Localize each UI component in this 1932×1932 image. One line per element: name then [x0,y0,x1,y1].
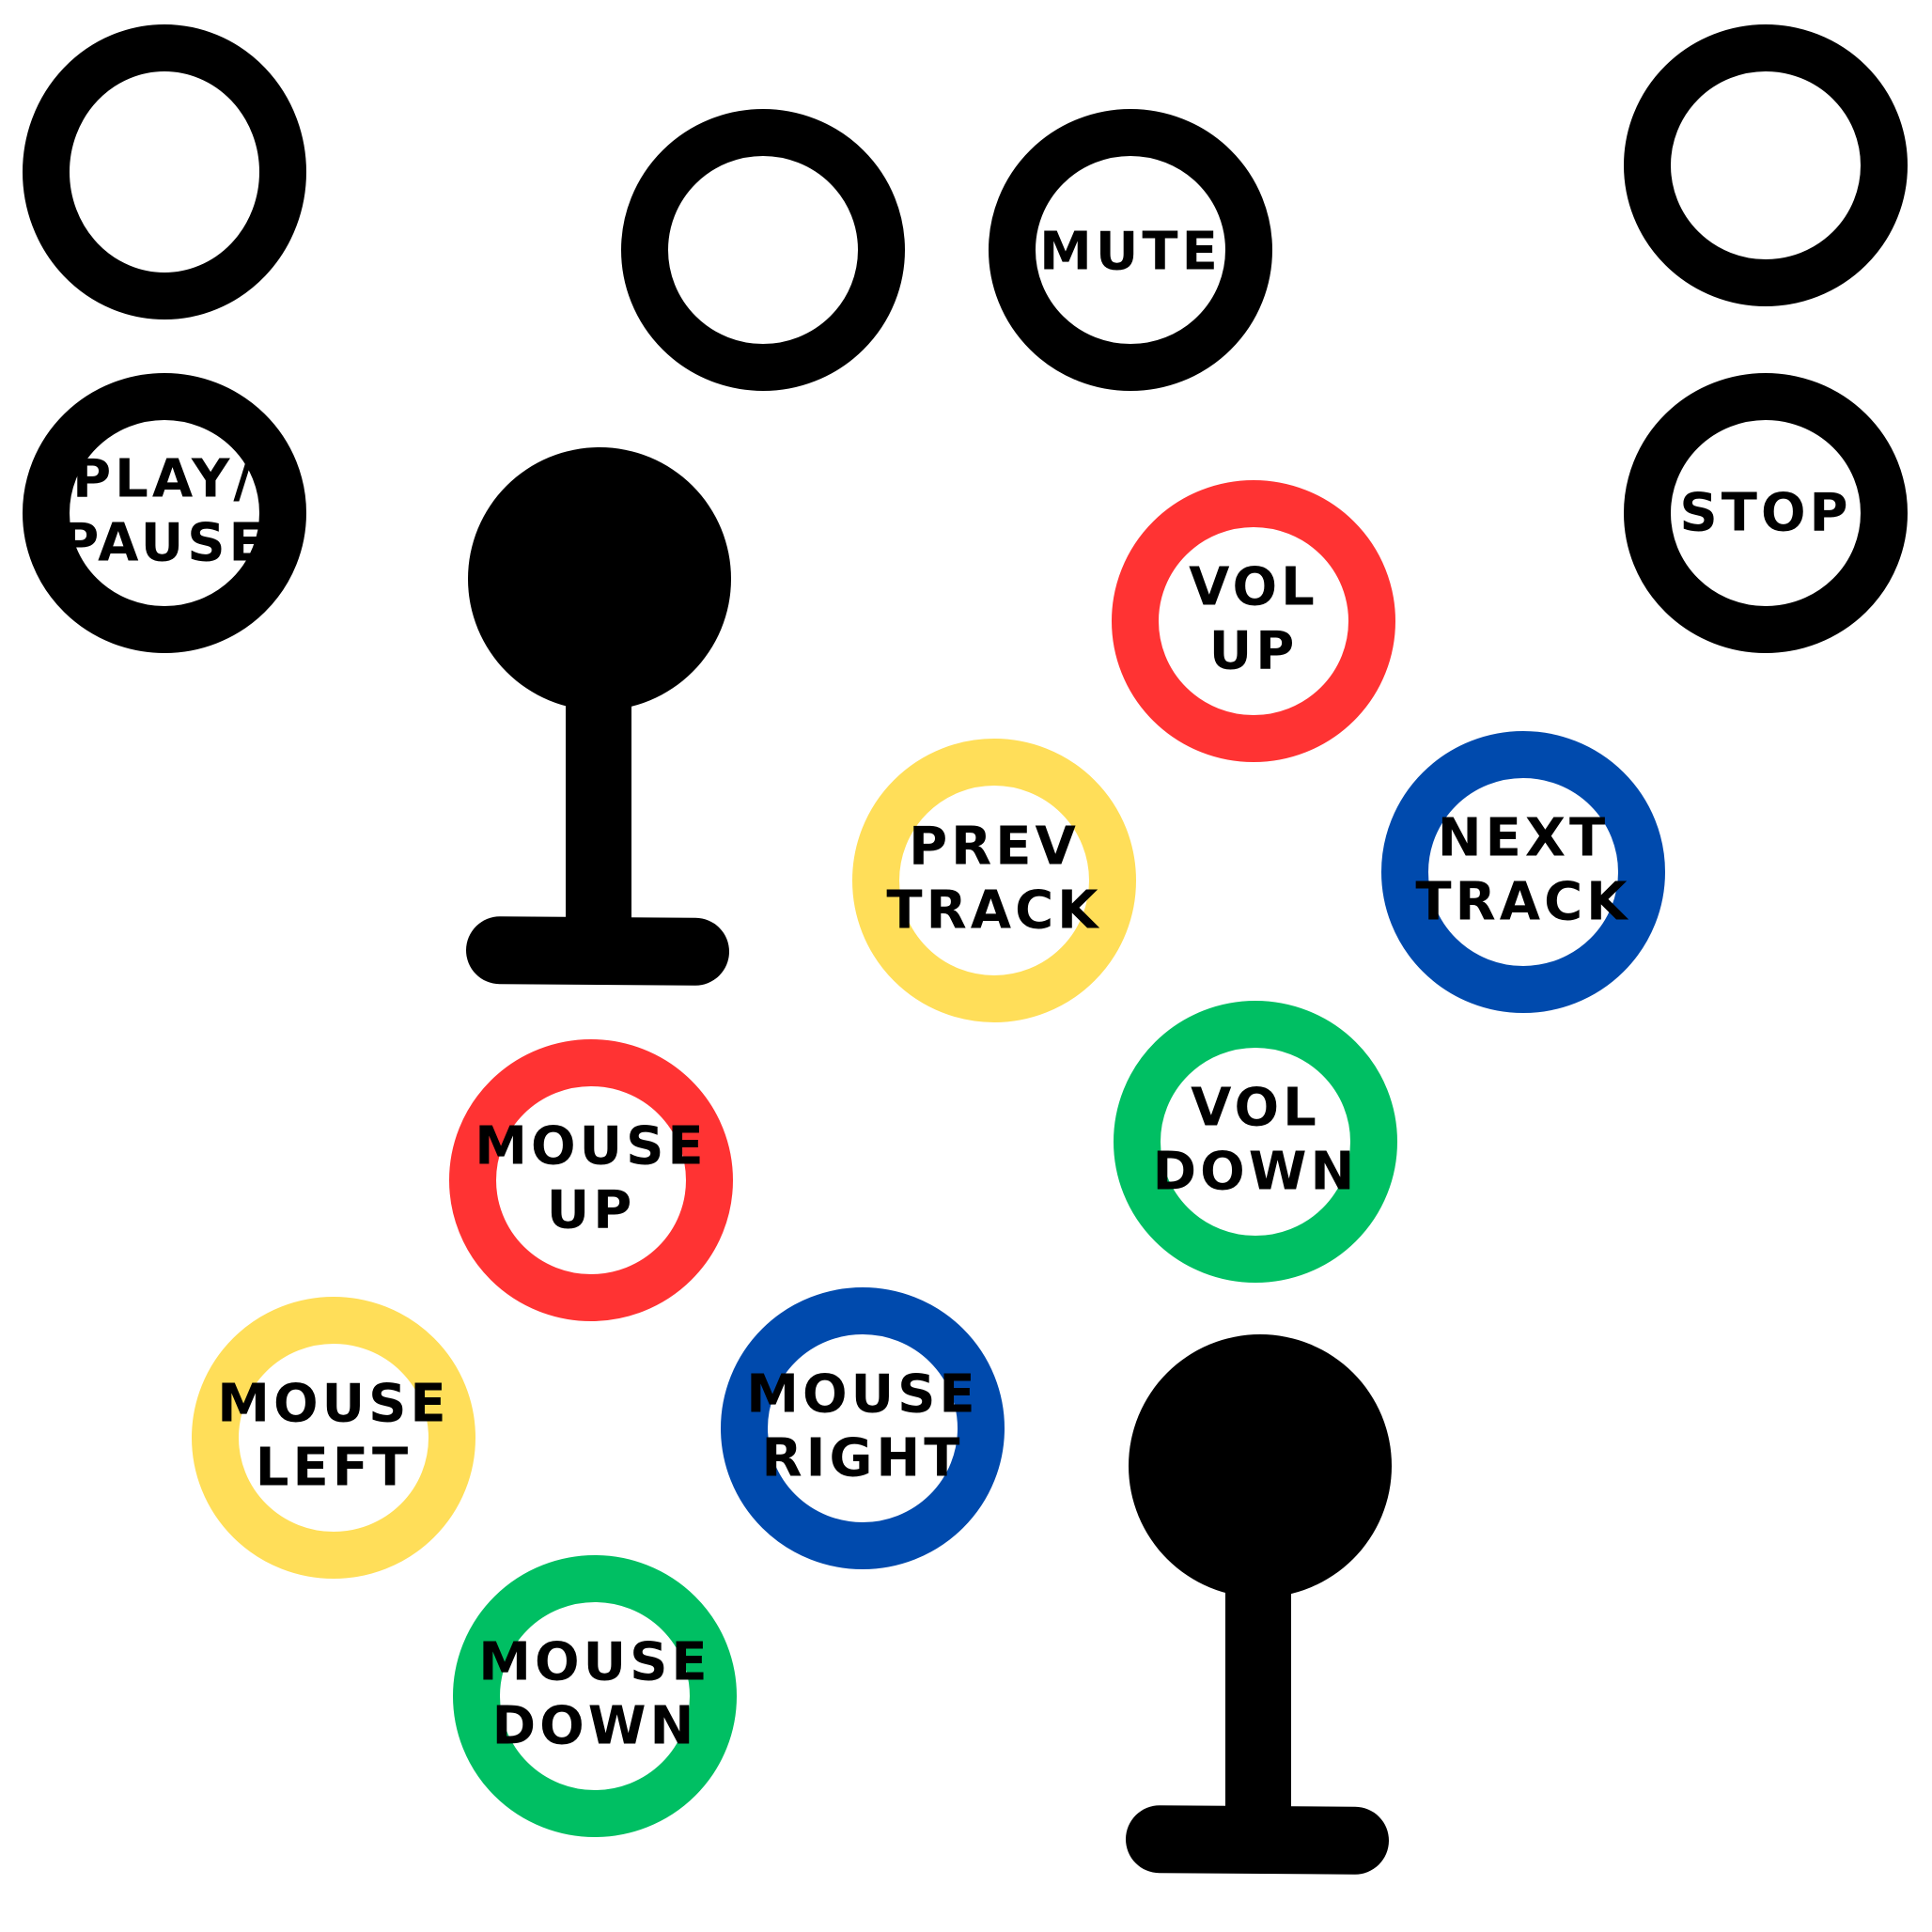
joystick-shaft [566,686,631,926]
joystick-lower[interactable] [1126,1334,1392,1875]
button-label: NEXT [1438,808,1610,869]
joystick-knob[interactable] [1129,1334,1392,1597]
button-label: PREV [909,817,1080,878]
button-ring[interactable] [989,109,1272,391]
blank-top-left-button[interactable] [23,24,306,319]
stop-button[interactable]: STOP [1624,373,1908,653]
button-label: MOUSE [475,1116,707,1177]
button-label: MOUSE [478,1632,710,1693]
button-ring[interactable] [192,1297,475,1579]
joystick-upper[interactable] [466,447,731,986]
button-label: PLAY/ [72,449,257,510]
button-ring[interactable] [621,109,905,391]
button-ring[interactable] [1624,24,1908,306]
joystick-shaft [1225,1571,1291,1814]
button-label: TRACK [1415,872,1630,933]
button-label: PAUSE [60,513,269,574]
button-ring[interactable] [1624,373,1908,653]
button-label: LEFT [256,1438,412,1499]
button-label: VOL [1191,1078,1320,1139]
button-ring[interactable] [1381,731,1665,1013]
button-label: UP [1209,621,1299,682]
button-label: STOP [1679,483,1851,544]
button-label: RIGHT [762,1428,964,1489]
joystick-knob[interactable] [468,447,731,710]
button-label: DOWN [492,1696,698,1757]
button-ring[interactable] [453,1555,737,1837]
button-ring[interactable] [721,1287,1005,1569]
joystick-base [1126,1805,1389,1875]
button-label: TRACK [886,880,1101,942]
button-label: MOUSE [217,1374,449,1435]
button-ring[interactable] [1114,1001,1397,1283]
blank-top-center-button[interactable] [621,109,905,391]
button-ring[interactable] [449,1039,733,1321]
button-label: MUTE [1039,222,1222,283]
joystick-base [466,916,729,986]
joystick-icon [466,447,731,986]
button-label: DOWN [1153,1142,1359,1203]
mute-button[interactable]: MUTE [989,109,1272,391]
button-label: VOL [1189,557,1318,618]
button-ring[interactable] [23,24,306,319]
play-pause-button[interactable]: PLAY/PAUSE [23,373,306,653]
blank-top-right-button[interactable] [1624,24,1908,306]
button-label: MOUSE [746,1364,978,1426]
button-label: UP [547,1180,636,1241]
joystick-icon [1126,1334,1392,1875]
button-ring[interactable] [1112,480,1395,762]
button-ring[interactable] [23,373,306,653]
button-ring[interactable] [852,739,1136,1022]
